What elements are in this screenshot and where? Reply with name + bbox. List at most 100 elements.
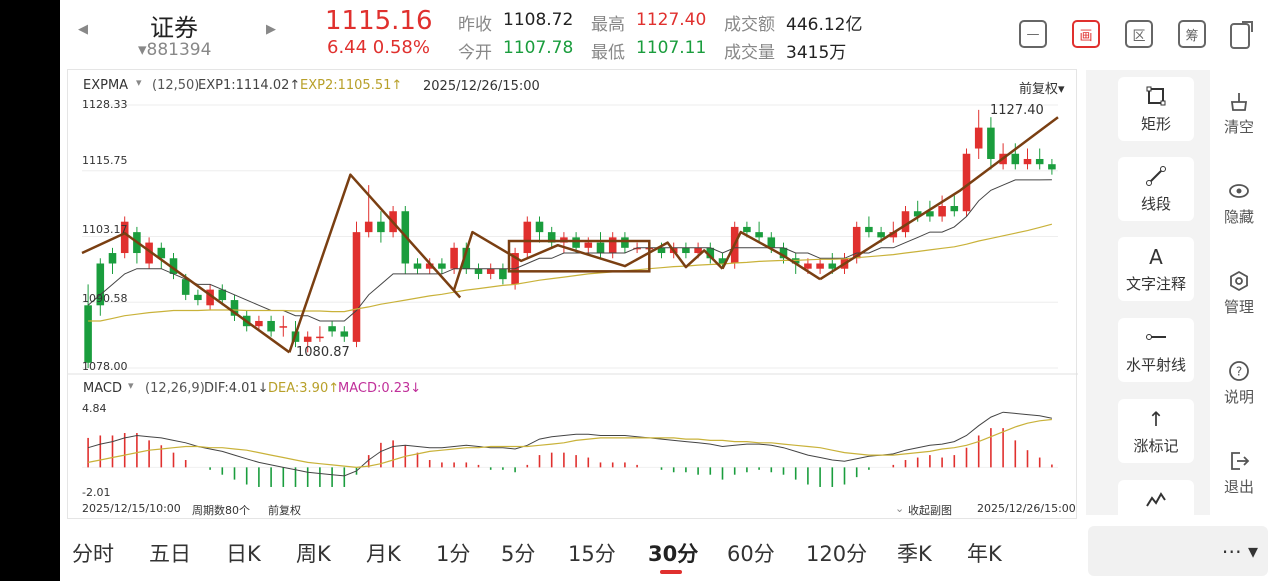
macd-y-bottom: -2.01 bbox=[82, 486, 111, 499]
tool-rise-mark[interactable]: ↑ 涨标记 bbox=[1118, 399, 1194, 463]
tab-0[interactable]: 分时 bbox=[72, 542, 114, 566]
x-end-time: 2025/12/26/15:00 bbox=[977, 502, 1076, 515]
tool-label: 线段 bbox=[1140, 195, 1171, 213]
prev-close-label: 昨收 bbox=[458, 15, 492, 35]
tab-4[interactable]: 月K bbox=[366, 542, 401, 566]
candle-body bbox=[621, 237, 629, 248]
candle-body bbox=[340, 331, 349, 337]
main-indicator-dropdown-icon[interactable]: ▾ bbox=[136, 76, 142, 89]
tab-11[interactable]: 季K bbox=[897, 542, 932, 566]
candle-body bbox=[108, 253, 117, 264]
candle-body bbox=[303, 336, 312, 342]
macd-dropdown-icon[interactable]: ▾ bbox=[128, 379, 134, 392]
candle-body bbox=[145, 242, 153, 264]
kline-chart-card[interactable]: EXPMA ▾ (12,50) EXP1:1114.02↑ EXP2:1105.… bbox=[67, 69, 1078, 520]
exp2-label: EXP2:1105.51↑ bbox=[300, 78, 403, 93]
adjust-dropdown[interactable]: 前复权▾ bbox=[1019, 82, 1065, 97]
tool-rectangle[interactable]: 矩形 bbox=[1118, 77, 1194, 141]
tool-text-note[interactable]: A 文字注释 bbox=[1118, 237, 1194, 301]
macd-value-label: MACD:0.23↓ bbox=[338, 381, 422, 396]
region-icon[interactable]: 区 bbox=[1125, 20, 1153, 48]
exp1-line bbox=[87, 179, 1052, 322]
tab-6[interactable]: 5分 bbox=[501, 542, 536, 566]
tool-label: 矩形 bbox=[1140, 115, 1171, 133]
main-indicator-name[interactable]: EXPMA bbox=[83, 78, 129, 93]
collapse-subchart-button[interactable]: 收起副图 bbox=[908, 504, 952, 517]
tool-horizontal-ray[interactable]: 水平射线 bbox=[1118, 318, 1194, 382]
tab-7[interactable]: 15分 bbox=[568, 542, 616, 566]
y-tick-3: 1103.17 bbox=[82, 223, 128, 236]
minus-icon[interactable]: — bbox=[1019, 20, 1047, 48]
candle-body bbox=[694, 247, 702, 254]
candle-body bbox=[206, 289, 214, 306]
candle-body bbox=[926, 211, 934, 217]
prev-stock-icon[interactable]: ◀ bbox=[78, 22, 88, 37]
fullscreen-icon[interactable] bbox=[1228, 18, 1258, 50]
open-label: 今开 bbox=[458, 43, 492, 63]
clear-button[interactable]: 清空 bbox=[1210, 90, 1268, 137]
main-datetime: 2025/12/26/15:00 bbox=[423, 79, 540, 94]
main-indicator-params: (12,50) bbox=[152, 78, 200, 93]
candle-body bbox=[255, 320, 263, 327]
candle-body bbox=[584, 242, 593, 248]
candle-body bbox=[157, 247, 166, 259]
tab-3[interactable]: 周K bbox=[296, 542, 331, 566]
volume-label: 成交量 bbox=[724, 43, 775, 63]
dif-line bbox=[87, 411, 1052, 477]
exit-button[interactable]: 退出 bbox=[1210, 450, 1268, 497]
help-icon: ? bbox=[1210, 360, 1268, 384]
prev-close-value: 1108.72 bbox=[503, 10, 574, 30]
candle-body bbox=[535, 221, 544, 233]
draw-icon[interactable]: 画 bbox=[1072, 20, 1100, 48]
candle-body bbox=[364, 221, 373, 233]
candle-body bbox=[181, 279, 190, 295]
candle-body bbox=[608, 237, 617, 254]
tab-1[interactable]: 五日 bbox=[149, 542, 191, 566]
candle-body bbox=[755, 232, 763, 238]
y-tick-top: 1128.33 bbox=[82, 98, 128, 111]
open-value: 1107.78 bbox=[503, 38, 574, 58]
hide-button[interactable]: 隐藏 bbox=[1210, 180, 1268, 227]
candle-body bbox=[596, 242, 605, 254]
trend-line-drawing bbox=[452, 230, 724, 290]
candle-body bbox=[218, 289, 227, 301]
tool-more[interactable] bbox=[1118, 480, 1194, 515]
dif-label: DIF:4.01↓ bbox=[204, 381, 269, 396]
exit-label: 退出 bbox=[1223, 478, 1254, 496]
help-button[interactable]: ? 说明 bbox=[1210, 360, 1268, 407]
tab-5[interactable]: 1分 bbox=[436, 542, 471, 566]
candle-body bbox=[633, 247, 641, 250]
tool-line-segment[interactable]: 线段 bbox=[1118, 157, 1194, 221]
candle-body bbox=[523, 221, 532, 254]
next-stock-icon[interactable]: ▶ bbox=[266, 22, 276, 37]
active-tab-indicator bbox=[660, 570, 682, 574]
box-drawing bbox=[507, 239, 651, 273]
rectangle-icon bbox=[1118, 85, 1194, 109]
tab-12[interactable]: 年K bbox=[967, 542, 1002, 566]
candle-body bbox=[657, 247, 666, 254]
ray-icon bbox=[1118, 326, 1194, 350]
tab-10[interactable]: 120分 bbox=[806, 542, 868, 566]
candle-body bbox=[230, 300, 239, 316]
collapse-chevron-icon[interactable]: ⌄ bbox=[895, 502, 905, 515]
tab-2[interactable]: 日K bbox=[226, 542, 261, 566]
stock-code[interactable]: ▾881394 bbox=[138, 40, 212, 60]
tab-9[interactable]: 60分 bbox=[727, 542, 775, 566]
candle-body bbox=[889, 232, 898, 238]
trend-line-drawing bbox=[81, 231, 291, 354]
chip-icon[interactable]: 筹 bbox=[1178, 20, 1206, 48]
candle-body bbox=[425, 263, 434, 269]
trend-line-drawing bbox=[288, 173, 462, 353]
stock-name[interactable]: 证券 bbox=[150, 14, 198, 42]
candle-body bbox=[1011, 153, 1020, 165]
tool-label: 涨标记 bbox=[1133, 437, 1179, 455]
candle-body bbox=[1035, 158, 1044, 165]
candle-body bbox=[718, 258, 727, 264]
tab-8[interactable]: 30分 bbox=[648, 542, 699, 566]
exit-icon bbox=[1210, 450, 1268, 474]
amount-value: 446.12亿 bbox=[786, 15, 863, 35]
kline-chart[interactable] bbox=[68, 70, 1078, 520]
macd-indicator-name[interactable]: MACD bbox=[83, 381, 122, 396]
more-periods-icon[interactable]: ⋯ ▾ bbox=[1088, 526, 1268, 576]
manage-button[interactable]: 管理 bbox=[1210, 270, 1268, 317]
